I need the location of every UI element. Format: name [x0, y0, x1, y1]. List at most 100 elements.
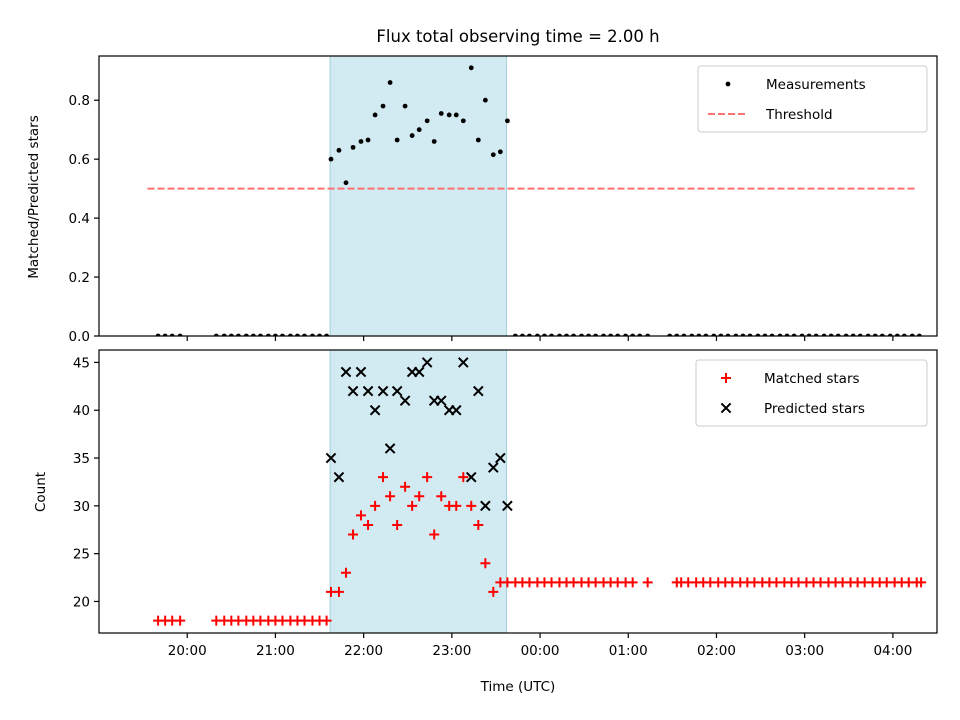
predicted-stars-point-21 — [480, 500, 491, 512]
measurements-point-74 — [328, 156, 334, 162]
x-tick-label-7: 03:00 — [785, 643, 824, 659]
y-axis-label-top: Matched/Predicted stars — [26, 115, 42, 278]
y-tick-label-0-4: 0.8 — [69, 93, 90, 109]
predicted-stars-point-8 — [384, 443, 396, 454]
measurements-point-85 — [409, 133, 415, 138]
x-tick-label-0: 20:00 — [168, 643, 207, 659]
measurements-point-90 — [446, 112, 452, 118]
matched-stars-point-24 — [355, 510, 366, 521]
predicted-stars-point-7 — [377, 385, 389, 397]
legend-label-matched-stars: Matched stars — [764, 371, 860, 387]
predicted-stars-point-19 — [465, 471, 477, 483]
measurements-point-83 — [394, 137, 400, 143]
observing-span-0 — [329, 55, 508, 337]
predicted-stars-point-10 — [399, 395, 411, 406]
measurements-point-76 — [343, 180, 349, 186]
y-axis-label-bottom: Count — [33, 472, 49, 512]
chart-title: Flux total observing time = 2.00 h — [376, 27, 659, 46]
matched-stars-point-97 — [916, 577, 927, 588]
y-tick-label-1-3: 35 — [73, 451, 90, 467]
measurements-point-94 — [475, 137, 481, 143]
plot-frame-1 — [98, 349, 938, 634]
matched-stars-point-33 — [422, 472, 433, 483]
matched-stars-point-62 — [642, 577, 653, 588]
y-tick-label-0-1: 0.2 — [69, 270, 90, 286]
measurements-point-91 — [453, 112, 459, 118]
predicted-stars-point-18 — [458, 357, 469, 368]
measurements-point-96 — [490, 152, 496, 158]
predicted-stars-point-13 — [421, 357, 433, 368]
y-tick-label-0-3: 0.6 — [69, 152, 90, 168]
matched-stars-point-25 — [363, 519, 374, 530]
matched-stars-point-41 — [480, 558, 491, 569]
matched-stars-point-28 — [385, 491, 396, 502]
legend-0 — [697, 65, 928, 133]
measurements-point-88 — [431, 139, 437, 144]
measurements-point-86 — [416, 127, 422, 133]
predicted-stars-point-3 — [347, 385, 359, 397]
matched-stars-point-38 — [458, 472, 469, 483]
matched-stars-point-37 — [451, 500, 462, 511]
legend-1 — [695, 359, 928, 427]
matched-stars-point-19 — [321, 615, 332, 626]
x-tick-label-1: 21:00 — [256, 643, 295, 659]
x-tick-label-3: 23:00 — [432, 643, 471, 659]
predicted-stars-point-17 — [450, 404, 462, 416]
y-tick-label-1-0: 20 — [73, 594, 90, 610]
measurements-point-87 — [424, 118, 430, 124]
measurements-point-80 — [372, 112, 378, 118]
measurements-point-98 — [505, 118, 510, 124]
y-tick-label-0-0: 0.0 — [69, 329, 90, 345]
measurements-point-82 — [387, 80, 393, 85]
legend-swatch-matched-stars-0 — [721, 373, 731, 383]
matched-stars-point-29 — [392, 519, 403, 530]
y-tick-label-0-2: 0.4 — [69, 211, 90, 227]
predicted-stars-point-1 — [333, 471, 345, 483]
y-tick-label-1-2: 30 — [73, 499, 90, 515]
x-tick-label-6: 02:00 — [697, 643, 736, 659]
matched-stars-point-42 — [488, 586, 499, 597]
predicted-stars-point-12 — [413, 366, 425, 378]
measurements-point-92 — [460, 118, 466, 124]
matched-stars-point-39 — [466, 500, 477, 511]
predicted-stars-point-15 — [435, 395, 447, 406]
matched-stars-point-32 — [414, 491, 425, 502]
x-tick-label-2: 22:00 — [344, 643, 383, 659]
predicted-stars-point-0 — [325, 452, 337, 464]
predicted-stars-point-6 — [369, 404, 381, 416]
predicted-stars-point-4 — [355, 366, 367, 378]
legend-swatch-measurements-0 — [725, 81, 731, 87]
measurements-point-84 — [402, 103, 408, 109]
matched-stars-point-31 — [407, 500, 418, 511]
measurements-point-77 — [350, 144, 356, 150]
matched-stars-point-21 — [333, 586, 344, 597]
measurements-point-95 — [482, 97, 488, 103]
measurements-point-79 — [365, 137, 371, 143]
legend-label-predicted-stars: Predicted stars — [764, 401, 865, 417]
predicted-stars-point-9 — [391, 385, 403, 397]
y-tick-label-1-1: 25 — [73, 547, 90, 563]
measurements-point-97 — [497, 149, 503, 155]
measurements-point-89 — [438, 111, 444, 116]
matched-stars-point-3 — [175, 615, 186, 626]
plot-frame-0 — [98, 55, 938, 337]
x-axis-label: Time (UTC) — [480, 679, 556, 695]
x-tick-label-8: 04:00 — [873, 643, 912, 659]
legend-label-measurements: Measurements — [766, 77, 866, 93]
predicted-stars-point-22 — [487, 462, 499, 473]
measurements-point-93 — [468, 65, 474, 71]
legend-swatch-predicted-stars-0 — [720, 402, 732, 414]
x-tick-label-5: 01:00 — [609, 643, 648, 659]
matched-stars-point-22 — [340, 567, 351, 578]
matched-stars-point-35 — [436, 491, 447, 502]
matched-stars-point-23 — [348, 529, 359, 540]
measurements-point-75 — [336, 147, 342, 153]
predicted-stars-point-20 — [472, 385, 484, 397]
predicted-stars-point-5 — [362, 385, 374, 397]
predicted-stars-point-24 — [502, 500, 513, 512]
measurements-point-81 — [380, 103, 386, 109]
y-tick-label-1-4: 40 — [73, 403, 90, 419]
x-tick-label-4: 00:00 — [521, 643, 560, 659]
legend-label-threshold: Threshold — [765, 107, 833, 123]
